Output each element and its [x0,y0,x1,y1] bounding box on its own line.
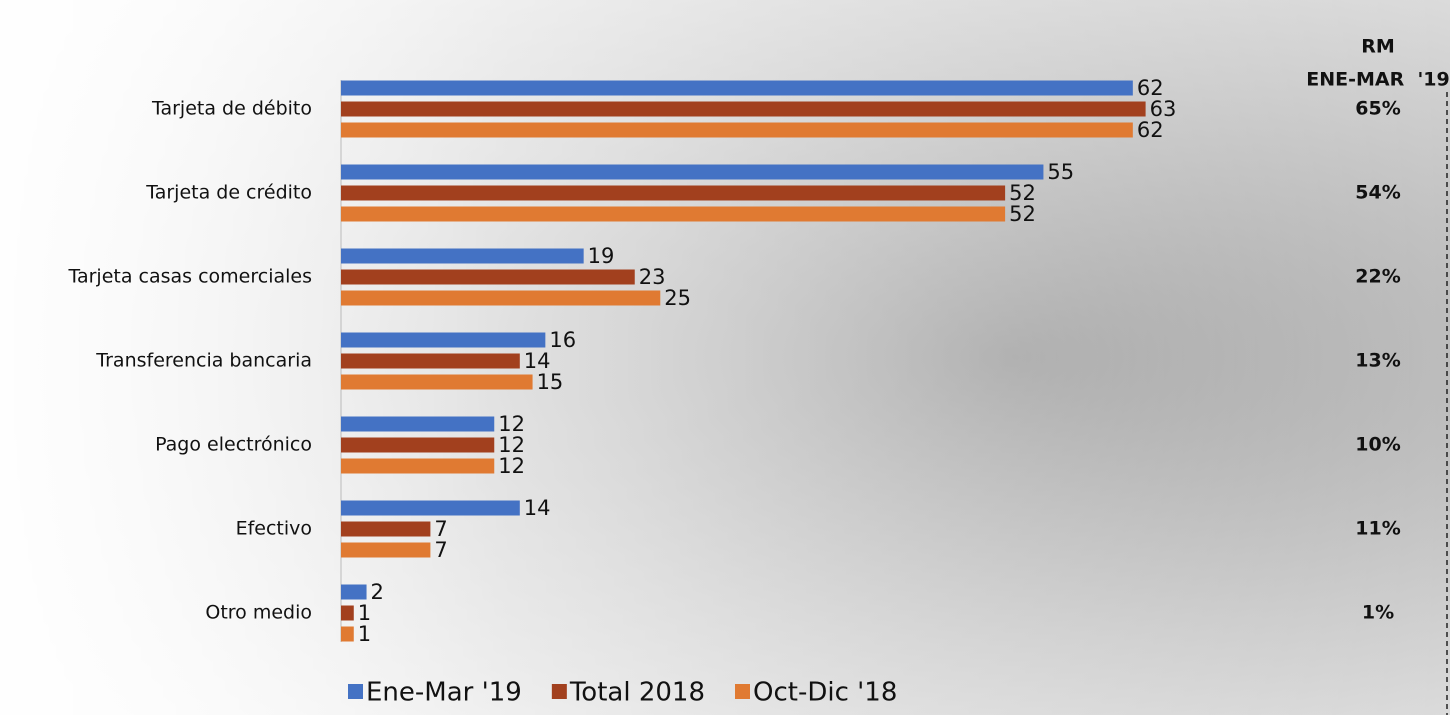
bar [341,416,495,432]
bar [341,353,520,369]
rm-value: 1% [1362,602,1394,624]
category-label: Transferencia bancaria [95,350,312,372]
value-label: 62 [1137,76,1164,100]
value-label: 52 [1009,202,1036,226]
rm-value: 11% [1355,518,1400,540]
category-label: Efectivo [236,518,312,540]
rm-value: 13% [1355,350,1400,372]
legend-swatch [551,684,567,699]
legend-swatch [735,684,750,699]
category-label: Pago electrónico [155,434,312,456]
value-label: 7 [434,538,447,562]
value-label: 12 [498,433,525,457]
rm-header: RM [1361,36,1395,58]
value-label: 12 [498,454,525,478]
bar [341,626,354,642]
bar [341,164,1044,180]
category-label: Tarjeta de crédito [145,182,312,204]
value-label: 55 [1047,160,1074,184]
bar [341,521,431,537]
legend-label: Ene-Mar '19 [366,678,522,708]
rm-value: 54% [1355,182,1400,204]
value-label: 2 [371,580,384,604]
bar [341,458,495,474]
category-label: Tarjeta casas comerciales [68,266,312,288]
bar [341,248,584,264]
bar [341,269,635,285]
rm-value: 65% [1355,98,1400,120]
value-label: 14 [524,496,551,520]
bar [341,290,661,306]
bar [341,374,533,390]
value-label: 23 [639,265,666,289]
category-label: Tarjeta de débito [151,98,312,120]
value-label: 52 [1009,181,1036,205]
bar [341,605,354,621]
bar [341,80,1133,96]
rm-value: 10% [1355,434,1400,456]
rm-header: ENE-MAR '19 [1306,69,1449,91]
legend-swatch [348,684,363,699]
bar [341,542,431,558]
bar [341,206,1006,222]
legend-label: Total 2018 [569,678,705,708]
value-label: 1 [358,622,371,646]
value-label: 1 [358,601,371,625]
value-label: 12 [498,412,525,436]
bar [341,332,546,348]
value-label: 62 [1137,118,1164,142]
category-label: Otro medio [205,602,312,624]
value-label: 63 [1150,97,1177,121]
value-label: 7 [434,517,447,541]
value-label: 16 [549,328,576,352]
bar [341,584,367,600]
bar [341,122,1133,138]
bar [341,437,495,453]
value-label: 15 [537,370,564,394]
value-label: 19 [588,244,615,268]
bar [341,185,1006,201]
bar [341,500,520,516]
value-label: 14 [524,349,551,373]
bar [341,101,1146,117]
rm-value: 22% [1355,266,1400,288]
value-label: 25 [664,286,691,310]
legend-label: Oct-Dic '18 [753,678,897,708]
